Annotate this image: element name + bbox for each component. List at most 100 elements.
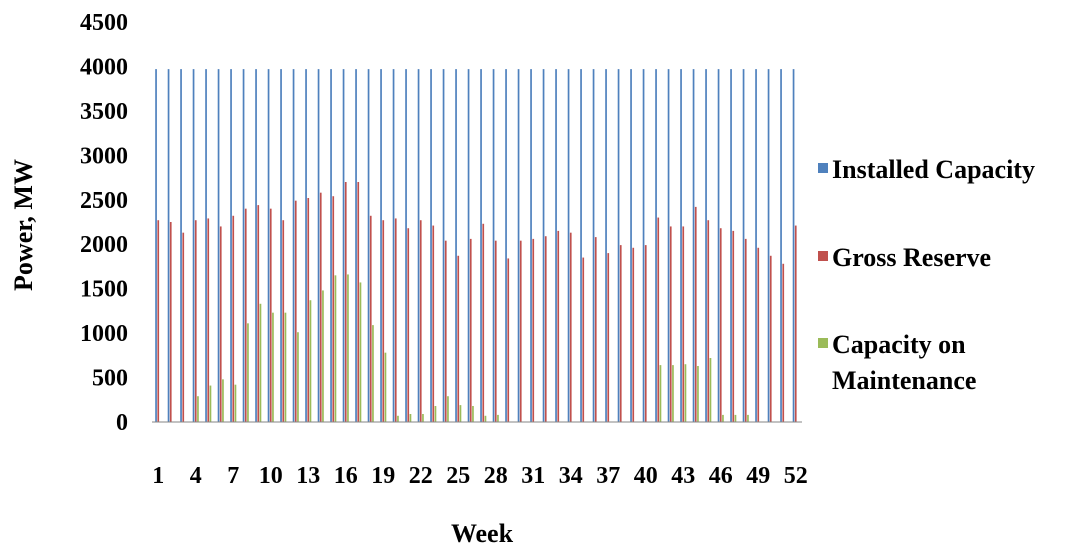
x-tick-7: 7 [227, 463, 239, 489]
bar-1-week-17 [355, 69, 357, 423]
x-tick-25: 25 [446, 463, 470, 489]
bar-1-week-43 [680, 69, 682, 423]
x-tick-22: 22 [409, 463, 433, 489]
bar-1-week-52 [792, 69, 795, 423]
bar-3-week-8 [247, 323, 249, 422]
bar-3-week-25 [459, 405, 462, 422]
bar-1-week-15 [330, 69, 332, 423]
bar-1-week-23 [430, 69, 432, 423]
bar-2-week-21 [407, 228, 410, 422]
bar-3-week-4 [197, 396, 199, 422]
x-tick-28: 28 [484, 463, 508, 489]
bar-1-week-8 [242, 69, 245, 423]
bar-2-week-5 [207, 218, 210, 422]
bar-2-week-9 [257, 205, 260, 422]
legend-swatch-1 [818, 163, 828, 173]
x-tick-1: 1 [152, 463, 164, 489]
bar-2-week-14 [319, 192, 322, 422]
bar-3-week-27 [484, 415, 487, 422]
y-axis-title: Power, MW [9, 159, 38, 291]
bar-1-week-20 [392, 69, 395, 423]
bar-1-week-13 [305, 69, 307, 423]
bar-1-week-6 [217, 69, 220, 423]
bar-3-week-7 [234, 384, 237, 422]
x-tick-10: 10 [259, 463, 283, 489]
bar-2-week-50 [769, 255, 772, 422]
bar-3-week-46 [722, 414, 724, 422]
legend: Installed Capacity Gross Reserve Capacity … [818, 155, 1035, 395]
bar-2-week-16 [344, 182, 347, 422]
bar-2-week-17 [357, 182, 360, 422]
bar-1-week-37 [605, 69, 607, 423]
bar-1-week-42 [667, 69, 670, 423]
bar-3-week-42 [672, 365, 674, 422]
bar-2-week-19 [382, 220, 385, 422]
bar-1-week-5 [205, 69, 207, 423]
bar-2-week-44 [694, 206, 697, 422]
bar-1-week-4 [192, 69, 195, 423]
bar-1-week-29 [505, 69, 507, 423]
bar-3-week-41 [659, 365, 662, 422]
x-tick-49: 49 [746, 463, 770, 489]
bar-2-week-38 [619, 245, 622, 422]
y-axis: 0 500 1000 1500 2000 2500 3000 3500 4000 4500 [80, 10, 128, 436]
bar-3-week-19 [384, 352, 387, 422]
bar-1-week-25 [455, 69, 457, 423]
bar-2-week-39 [632, 247, 635, 422]
bar-3-week-17 [359, 282, 362, 422]
bar-1-week-18 [367, 69, 370, 423]
bar-1-week-46 [717, 69, 720, 423]
bar-1-week-24 [442, 69, 445, 423]
bar-2-week-51 [782, 263, 785, 422]
x-tick-52: 52 [784, 463, 808, 489]
bar-1-week-35 [580, 69, 582, 423]
x-axis-title: Week [451, 519, 514, 548]
bar-3-week-9 [259, 303, 262, 422]
y-tick-4000: 4000 [80, 54, 128, 80]
bar-3-week-43 [684, 364, 687, 422]
bar-2-week-37 [607, 253, 610, 422]
bar-1-week-30 [517, 69, 520, 423]
bar-3-week-44 [697, 366, 699, 422]
y-tick-2500: 2500 [80, 188, 128, 214]
bar-2-week-48 [744, 238, 747, 422]
bar-1-week-19 [380, 69, 382, 423]
plot-bars [155, 69, 797, 423]
bar-3-week-18 [372, 325, 374, 422]
legend-label-1: Installed Capacity [832, 155, 1035, 184]
x-tick-46: 46 [709, 463, 733, 489]
bar-1-week-47 [730, 69, 732, 423]
bar-3-week-16 [347, 274, 349, 422]
bar-2-week-8 [244, 208, 247, 422]
bar-1-week-31 [530, 69, 532, 423]
bar-1-week-10 [267, 69, 270, 423]
bar-2-week-42 [669, 226, 672, 422]
bar-3-week-45 [709, 358, 712, 422]
bar-1-week-11 [280, 69, 282, 423]
x-tick-31: 31 [521, 463, 545, 489]
bar-1-week-26 [467, 69, 470, 423]
bar-1-week-3 [180, 69, 182, 423]
bar-2-week-23 [432, 225, 435, 422]
bar-2-week-22 [419, 220, 422, 422]
bar-2-week-36 [594, 237, 597, 422]
bar-2-week-27 [482, 223, 485, 422]
bar-2-week-45 [707, 220, 710, 422]
bar-2-week-4 [194, 220, 197, 422]
bar-2-week-13 [307, 198, 310, 422]
x-tick-43: 43 [671, 463, 695, 489]
y-tick-1000: 1000 [80, 321, 128, 347]
bar-1-week-39 [630, 69, 632, 423]
x-tick-37: 37 [596, 463, 620, 489]
x-tick-13: 13 [296, 463, 320, 489]
x-tick-16: 16 [334, 463, 358, 489]
bar-2-week-30 [519, 240, 522, 422]
bar-3-week-6 [222, 379, 224, 422]
y-tick-500: 500 [92, 366, 128, 392]
bar-2-week-49 [757, 247, 760, 422]
bar-2-week-12 [294, 200, 297, 422]
bar-2-week-24 [444, 240, 447, 422]
y-tick-0: 0 [116, 410, 128, 436]
bar-3-week-23 [434, 406, 437, 422]
